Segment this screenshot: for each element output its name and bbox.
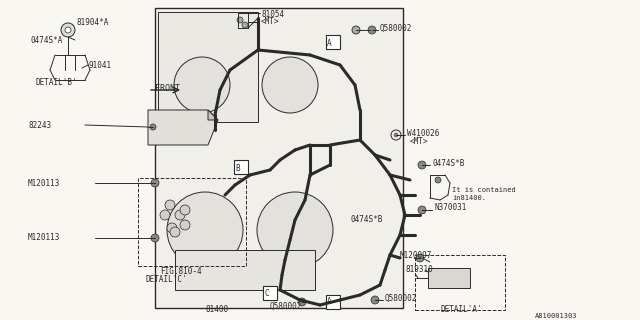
Text: A810001303: A810001303 — [535, 313, 577, 319]
Polygon shape — [208, 110, 218, 120]
Text: 0474S*B: 0474S*B — [432, 158, 465, 167]
Text: Q580002: Q580002 — [270, 301, 302, 310]
Text: M120113: M120113 — [28, 179, 60, 188]
Circle shape — [167, 192, 243, 268]
Text: M120113: M120113 — [28, 234, 60, 243]
Text: Q580002: Q580002 — [380, 23, 412, 33]
Text: B: B — [235, 164, 239, 172]
Text: 0474S*A: 0474S*A — [30, 36, 62, 44]
Text: 81400: 81400 — [205, 306, 228, 315]
Text: FIG.810-4: FIG.810-4 — [160, 268, 202, 276]
Bar — [428, 268, 470, 288]
Bar — [158, 12, 258, 122]
Circle shape — [151, 179, 159, 187]
Circle shape — [418, 206, 426, 214]
Circle shape — [257, 192, 333, 268]
Text: It is contained: It is contained — [452, 187, 516, 193]
Text: <MT>: <MT> — [410, 137, 429, 146]
Text: N370031: N370031 — [434, 204, 467, 212]
Bar — [175, 250, 315, 290]
Bar — [326, 295, 340, 309]
Bar — [138, 178, 246, 266]
Circle shape — [175, 210, 185, 220]
Text: 82243: 82243 — [28, 121, 51, 130]
Circle shape — [371, 296, 379, 304]
Circle shape — [416, 254, 424, 262]
Polygon shape — [148, 110, 218, 145]
Text: W410026: W410026 — [407, 129, 440, 138]
Circle shape — [61, 23, 75, 37]
Circle shape — [160, 210, 170, 220]
Text: 81904*A: 81904*A — [76, 18, 108, 27]
Text: FRONT: FRONT — [155, 84, 180, 92]
Text: DETAIL'A': DETAIL'A' — [440, 306, 482, 315]
Bar — [234, 160, 248, 174]
Circle shape — [65, 27, 71, 33]
Text: 81054: 81054 — [261, 10, 284, 19]
Circle shape — [237, 17, 243, 23]
Circle shape — [165, 200, 175, 210]
Circle shape — [242, 22, 248, 28]
Text: M120097: M120097 — [400, 251, 433, 260]
Circle shape — [150, 124, 156, 130]
Text: Q580002: Q580002 — [385, 293, 417, 302]
Circle shape — [298, 298, 306, 306]
Bar — [415, 255, 505, 310]
Bar — [263, 286, 277, 300]
Circle shape — [180, 220, 190, 230]
Text: 0474S*B: 0474S*B — [350, 215, 382, 225]
Circle shape — [352, 26, 360, 34]
Text: A: A — [327, 298, 332, 307]
Circle shape — [368, 26, 376, 34]
Circle shape — [174, 57, 230, 113]
Text: <MT>: <MT> — [261, 17, 280, 26]
Text: 91041: 91041 — [88, 60, 111, 69]
Circle shape — [170, 227, 180, 237]
Circle shape — [435, 177, 441, 183]
Text: C: C — [264, 289, 269, 298]
Text: 819310: 819310 — [405, 266, 433, 275]
Text: DETAIL'C': DETAIL'C' — [145, 276, 187, 284]
Circle shape — [394, 133, 398, 137]
Circle shape — [151, 234, 159, 242]
Bar — [155, 8, 403, 308]
Circle shape — [262, 57, 318, 113]
Circle shape — [418, 161, 426, 169]
Text: in81400.: in81400. — [452, 195, 486, 201]
Circle shape — [167, 223, 177, 233]
Text: A: A — [327, 38, 332, 47]
Circle shape — [180, 205, 190, 215]
Bar — [326, 35, 340, 49]
Text: DETAIL'B': DETAIL'B' — [35, 77, 77, 86]
